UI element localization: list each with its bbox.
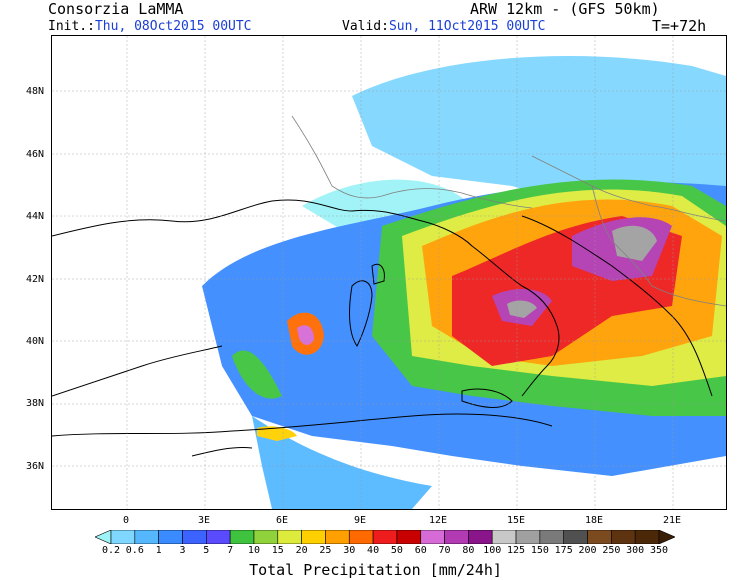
valid-line: Valid:Sun, 11Oct2015 00UTC	[342, 19, 546, 35]
colorbar-level-label: 175	[554, 545, 573, 556]
colorbar-box	[611, 530, 636, 544]
colorbar-level-label: 1	[155, 545, 162, 556]
model-title: ARW 12km - (GFS 50km)	[470, 0, 660, 18]
colorbar-box	[491, 530, 517, 544]
lon-tick: 0	[122, 515, 130, 526]
lead-time: T=+72h	[652, 17, 707, 35]
colorbar-box	[182, 530, 207, 544]
colorbar-level-label: 20	[295, 545, 308, 556]
colorbar-box	[301, 530, 326, 544]
colorbar-box	[206, 530, 231, 544]
colorbar-box	[325, 530, 350, 544]
colorbar-level-label: 150	[530, 545, 549, 556]
precip-field	[202, 56, 726, 509]
colorbar-level-label: 7	[227, 545, 234, 556]
colorbar-level-label: 125	[507, 545, 526, 556]
colorbar-level-label: 15	[271, 545, 284, 556]
colorbar-box	[587, 530, 612, 544]
colorbar-level-label: 30	[343, 545, 356, 556]
colorbar-level-label: 0.2	[101, 545, 121, 556]
colorbar-box	[372, 530, 398, 544]
precip-blue-south	[252, 416, 432, 509]
colorbar-box	[158, 530, 183, 544]
colorbar-level-label: 40	[367, 545, 380, 556]
colorbar-level-label: 350	[649, 545, 669, 556]
colorbar-level-label: 300	[626, 545, 645, 556]
lon-tick: 12E	[428, 515, 448, 526]
colorbar-box	[253, 530, 279, 544]
valid-label: Valid:	[342, 19, 389, 34]
precipitation-map	[51, 35, 727, 510]
precip-green-swirl	[232, 350, 282, 399]
colorbar-box	[468, 530, 493, 544]
init-line: Init.:Thu, 08Oct2015 00UTC	[48, 19, 252, 35]
lat-tick: 38N	[26, 398, 45, 409]
lat-tick: 48N	[26, 86, 45, 97]
lon-tick: 9E	[353, 515, 367, 526]
colorbar-title: Total Precipitation [mm/24h]	[249, 561, 502, 579]
lon-tick: 21E	[662, 515, 682, 526]
lat-tick: 36N	[26, 461, 45, 472]
lon-tick: 15E	[506, 515, 526, 526]
colorbar-box	[444, 530, 469, 544]
valid-value: Sun, 11Oct2015 00UTC	[388, 19, 546, 34]
lon-tick: 18E	[584, 515, 604, 526]
colorbar-box	[277, 530, 302, 544]
lon-tick: 6E	[275, 515, 289, 526]
lat-tick: 46N	[26, 149, 45, 160]
colorbar-max-triangle	[658, 530, 675, 544]
colorbar-level-label: 250	[602, 545, 621, 556]
init-label: Init.:	[48, 19, 95, 34]
precip-algeria-coast	[257, 426, 297, 441]
precip-sardinia-core	[297, 325, 314, 345]
colorbar-level-label: 50	[390, 545, 403, 556]
colorbar-box	[563, 530, 588, 544]
coastlines	[52, 199, 713, 457]
colorbar-level-label: 10	[247, 545, 260, 556]
precip-grey-core-italy	[507, 300, 537, 318]
lat-tick: 44N	[26, 211, 45, 222]
org-title: Consorzia LaMMA	[48, 0, 184, 18]
colorbar-box	[229, 530, 255, 544]
colorbar-box	[539, 530, 564, 544]
national-borders	[291, 115, 726, 307]
init-value: Thu, 08Oct2015 00UTC	[94, 19, 252, 34]
colorbar-min-triangle	[95, 530, 112, 544]
colorbar-box	[634, 530, 660, 544]
colorbar-box	[134, 530, 159, 544]
lon-tick: 3E	[197, 515, 211, 526]
colorbar-level-label: 0.6	[125, 545, 144, 556]
colorbar-box	[515, 530, 541, 544]
colorbar-level-label: 25	[319, 545, 332, 556]
lat-tick: 42N	[26, 274, 45, 285]
colorbar-box	[396, 530, 422, 544]
colorbar-level-label: 60	[414, 545, 427, 556]
colorbar-level-label: 200	[578, 545, 597, 556]
lat-tick: 40N	[26, 336, 45, 347]
graticule	[52, 36, 726, 509]
colorbar-box	[420, 530, 445, 544]
colorbar-box	[110, 530, 136, 544]
colorbar-level-label: 80	[462, 545, 475, 556]
colorbar	[95, 530, 675, 544]
colorbar-level-label: 70	[438, 545, 451, 556]
colorbar-box	[348, 530, 374, 544]
colorbar-level-label: 3	[179, 545, 186, 556]
colorbar-level-label: 100	[483, 545, 502, 556]
colorbar-level-label: 5	[203, 545, 210, 556]
